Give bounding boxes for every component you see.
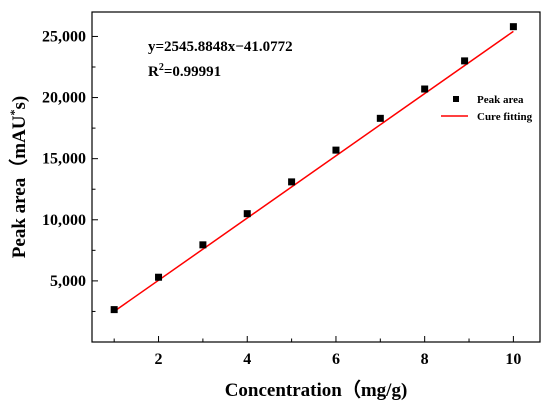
data-point bbox=[199, 241, 207, 249]
x-tick-label: 4 bbox=[243, 351, 251, 368]
y-tick-label: 15,000 bbox=[42, 151, 86, 168]
x-tick-label: 8 bbox=[421, 351, 429, 368]
y-tick-label: 10,000 bbox=[42, 212, 86, 229]
data-point bbox=[461, 57, 469, 65]
x-axis-title: Concentration（mg/g) bbox=[225, 378, 408, 401]
y-tick-label: 20,000 bbox=[42, 90, 86, 107]
data-point bbox=[376, 114, 384, 122]
data-point bbox=[110, 306, 118, 314]
legend-marker-peak-area bbox=[453, 96, 459, 102]
legend-label-peak-area: Peak area bbox=[477, 94, 524, 106]
data-point bbox=[243, 210, 251, 218]
x-axis-ticks: 2 4 6 8 10 bbox=[113, 336, 521, 368]
r-squared-label: R2=0.99991 bbox=[148, 62, 221, 80]
data-point bbox=[509, 23, 517, 31]
fit-line-layer bbox=[113, 30, 514, 312]
x-tick-label: 2 bbox=[155, 351, 163, 368]
x-tick-label: 6 bbox=[332, 351, 340, 368]
legend: Peak area Cure fitting bbox=[441, 94, 533, 123]
y-tick-label: 25,000 bbox=[42, 28, 86, 45]
fit-line bbox=[113, 30, 514, 312]
legend-label-cure-fitting: Cure fitting bbox=[477, 111, 533, 123]
y-axis-ticks: 5,000 10,000 15,000 20,000 25,000 bbox=[42, 28, 98, 312]
x-tick-label: 10 bbox=[505, 351, 521, 368]
y-axis-title: Peak area（mAU*s) bbox=[7, 96, 30, 258]
plot-frame bbox=[91, 11, 541, 343]
data-point bbox=[421, 85, 429, 93]
regression-equation: y=2545.8848x−41.0772 bbox=[148, 39, 293, 55]
data-point bbox=[332, 146, 340, 154]
data-points bbox=[110, 23, 517, 314]
data-point bbox=[288, 178, 296, 186]
data-point bbox=[155, 273, 163, 281]
y-tick-label: 5,000 bbox=[50, 273, 86, 290]
